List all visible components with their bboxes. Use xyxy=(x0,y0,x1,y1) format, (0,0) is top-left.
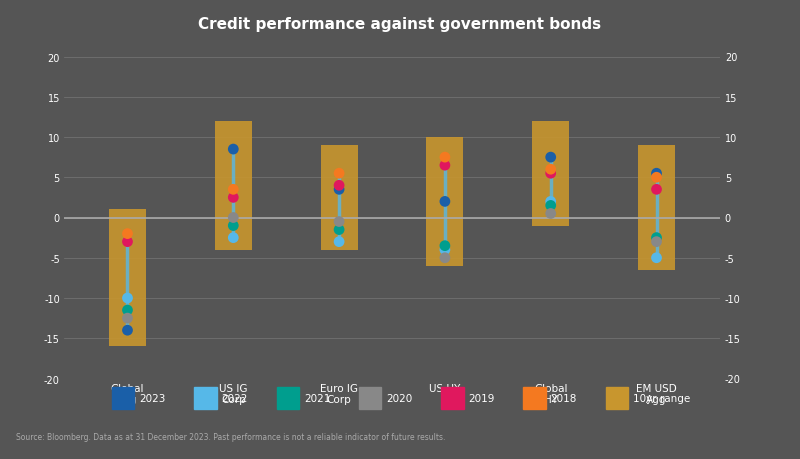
Point xyxy=(650,238,663,246)
Point xyxy=(227,146,240,153)
Point xyxy=(650,186,663,194)
Point xyxy=(544,210,557,218)
Text: 2019: 2019 xyxy=(468,393,494,403)
Point xyxy=(544,166,557,174)
Point xyxy=(650,235,663,242)
Bar xyxy=(441,387,463,409)
Point xyxy=(333,170,346,178)
Point xyxy=(121,315,134,322)
Text: Credit performance against government bonds: Credit performance against government bo… xyxy=(198,17,602,32)
Point xyxy=(544,170,557,178)
Text: 2022: 2022 xyxy=(222,393,248,403)
Point xyxy=(227,186,240,194)
Point xyxy=(333,218,346,226)
Point xyxy=(438,198,451,206)
Bar xyxy=(638,146,675,270)
Bar xyxy=(109,210,146,347)
Text: 2020: 2020 xyxy=(386,393,412,403)
Point xyxy=(227,222,240,230)
Point xyxy=(333,238,346,246)
Point xyxy=(121,238,134,246)
Point xyxy=(650,174,663,181)
Point xyxy=(121,230,134,238)
Text: 2018: 2018 xyxy=(550,393,577,403)
Text: 2021: 2021 xyxy=(304,393,330,403)
Point xyxy=(121,295,134,302)
Point xyxy=(333,226,346,234)
Bar xyxy=(112,387,134,409)
Point xyxy=(438,242,451,250)
Point xyxy=(544,154,557,162)
Text: Source: Bloomberg. Data as at 31 December 2023. Past performance is not a reliab: Source: Bloomberg. Data as at 31 Decembe… xyxy=(16,432,446,441)
Point xyxy=(650,254,663,262)
Point xyxy=(227,214,240,222)
Bar xyxy=(214,122,252,250)
Bar xyxy=(194,387,217,409)
Point xyxy=(438,246,451,254)
Bar xyxy=(359,387,382,409)
Point xyxy=(438,254,451,262)
Point xyxy=(650,170,663,178)
Point xyxy=(333,186,346,194)
Point xyxy=(544,202,557,210)
Point xyxy=(544,198,557,206)
Point xyxy=(227,235,240,242)
Text: 10yr range: 10yr range xyxy=(633,393,690,403)
Bar xyxy=(277,387,299,409)
Point xyxy=(227,194,240,202)
Bar xyxy=(523,387,546,409)
Bar xyxy=(532,122,570,226)
Point xyxy=(121,327,134,334)
Point xyxy=(121,307,134,314)
Point xyxy=(438,162,451,169)
Point xyxy=(333,182,346,190)
Point xyxy=(438,154,451,162)
Bar xyxy=(606,387,628,409)
Text: 2023: 2023 xyxy=(139,393,166,403)
Bar xyxy=(321,146,358,250)
Bar xyxy=(426,138,463,266)
